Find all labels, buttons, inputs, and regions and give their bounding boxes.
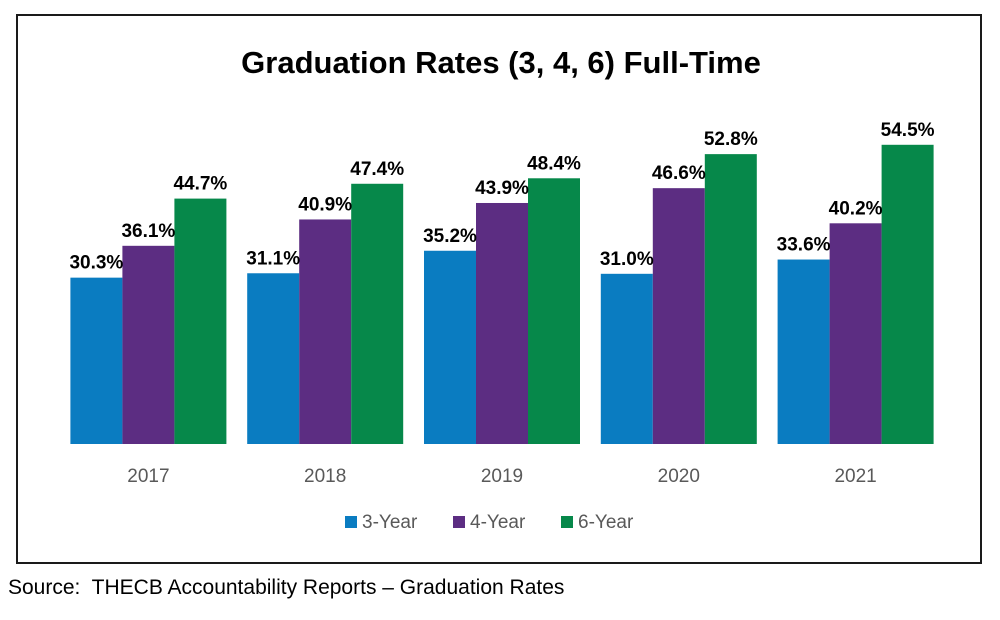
chart-title: Graduation Rates (3, 4, 6) Full-Time	[241, 45, 761, 80]
bar-4-year-2018	[299, 219, 352, 444]
legend-swatch-3-year	[345, 516, 357, 528]
bar-6-year-2021	[881, 144, 934, 445]
legend: 3-Year 4-Year 6-Year	[345, 512, 634, 533]
data-label-3-year-2021: 33.6%	[777, 235, 831, 256]
bar-3-year-2017	[70, 277, 123, 444]
source-note: Source: THECB Accountability Reports – G…	[8, 576, 565, 599]
data-label-3-year-2017: 30.3%	[69, 253, 123, 274]
x-tick-label-2021: 2021	[834, 466, 876, 487]
bar-6-year-2017	[174, 198, 227, 444]
x-tick-label-2019: 2019	[481, 466, 523, 487]
data-label-6-year-2020: 52.8%	[704, 129, 758, 150]
data-label-6-year-2019: 48.4%	[527, 153, 581, 174]
legend-label-4-year: 4-Year	[470, 512, 526, 533]
bar-6-year-2020	[704, 154, 757, 445]
bar-chart: Graduation Rates (3, 4, 6) Full-Time 30.…	[69, 45, 934, 533]
bar-4-year-2019	[476, 202, 528, 444]
data-label-4-year-2020: 46.6%	[652, 163, 706, 184]
bar-4-year-2017	[122, 245, 175, 444]
legend-swatch-4-year	[453, 516, 465, 528]
x-tick-label-2018: 2018	[304, 466, 346, 487]
data-label-6-year-2021: 54.5%	[881, 120, 935, 141]
bar-6-year-2018	[351, 183, 404, 445]
x-tick-label-2017: 2017	[127, 466, 169, 487]
bar-3-year-2018	[247, 273, 300, 444]
data-label-3-year-2018: 31.1%	[246, 248, 300, 269]
data-label-6-year-2017: 44.7%	[173, 174, 227, 195]
bar-3-year-2019	[424, 250, 476, 444]
data-label-4-year-2018: 40.9%	[298, 194, 352, 215]
data-label-6-year-2018: 47.4%	[350, 159, 404, 180]
x-axis-ticks: 2017 2018 2019 2020 2021	[127, 466, 876, 487]
bar-3-year-2021	[777, 259, 830, 444]
data-label-4-year-2017: 36.1%	[121, 221, 175, 242]
legend-label-6-year: 6-Year	[578, 512, 634, 533]
bar-3-year-2020	[600, 273, 653, 444]
data-labels-layer: 30.3% 36.1% 44.7% 31.1% 40.9% 47.4% 35.2% 43.9%…	[69, 120, 934, 274]
legend-label-3-year: 3-Year	[362, 512, 418, 533]
bar-4-year-2020	[652, 188, 705, 444]
data-label-3-year-2019: 35.2%	[423, 226, 477, 247]
bars-layer	[70, 144, 934, 445]
legend-swatch-6-year	[561, 516, 573, 528]
x-tick-label-2020: 2020	[658, 466, 700, 487]
bar-4-year-2021	[829, 223, 882, 444]
data-label-3-year-2020: 31.0%	[600, 249, 654, 270]
bar-6-year-2019	[528, 178, 580, 444]
data-label-4-year-2021: 40.2%	[829, 198, 883, 219]
data-label-4-year-2019: 43.9%	[475, 178, 529, 199]
chart-frame: Graduation Rates (3, 4, 6) Full-Time 30.…	[16, 14, 982, 564]
